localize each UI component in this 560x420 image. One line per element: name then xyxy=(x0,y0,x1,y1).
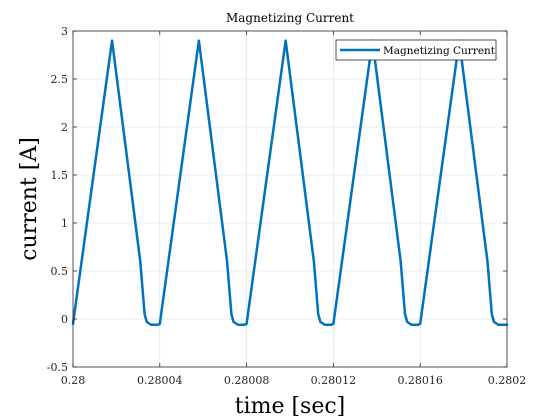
axes-box xyxy=(72,30,508,368)
chart-title: Magnetizing Current xyxy=(226,11,354,25)
y-tick-label: 3 xyxy=(61,25,68,38)
y-tick-label: 2.5 xyxy=(51,73,69,86)
y-tick-label: 1 xyxy=(61,217,68,230)
tick-labels: 0.28 0.28004 0.28008 0.28012 0.28016 0.2802 -0… xyxy=(47,25,526,387)
x-tick-label: 0.28 xyxy=(61,374,86,387)
y-tick-label: -0.5 xyxy=(47,361,68,374)
x-tick-label: 0.28008 xyxy=(224,374,270,387)
series-line-magnetizing-current xyxy=(71,39,509,327)
y-tick-label: 1.5 xyxy=(51,169,69,182)
ticks xyxy=(72,30,508,368)
y-tick-label: 0.5 xyxy=(51,265,69,278)
legend: Magnetizing Current xyxy=(335,39,497,61)
x-tick-label: 0.28012 xyxy=(311,374,357,387)
x-axis-label: time [sec] xyxy=(235,394,346,419)
y-tick-label: 0 xyxy=(61,313,68,326)
legend-label: Magnetizing Current xyxy=(383,45,496,57)
series-layer xyxy=(71,39,509,327)
x-tick-label: 0.2802 xyxy=(488,374,527,387)
y-tick-label: 2 xyxy=(61,121,68,134)
x-tick-label: 0.28004 xyxy=(137,374,183,387)
x-tick-label: 0.28016 xyxy=(397,374,443,387)
legend-box xyxy=(335,39,497,61)
y-axis-label: current [A] xyxy=(17,137,42,261)
